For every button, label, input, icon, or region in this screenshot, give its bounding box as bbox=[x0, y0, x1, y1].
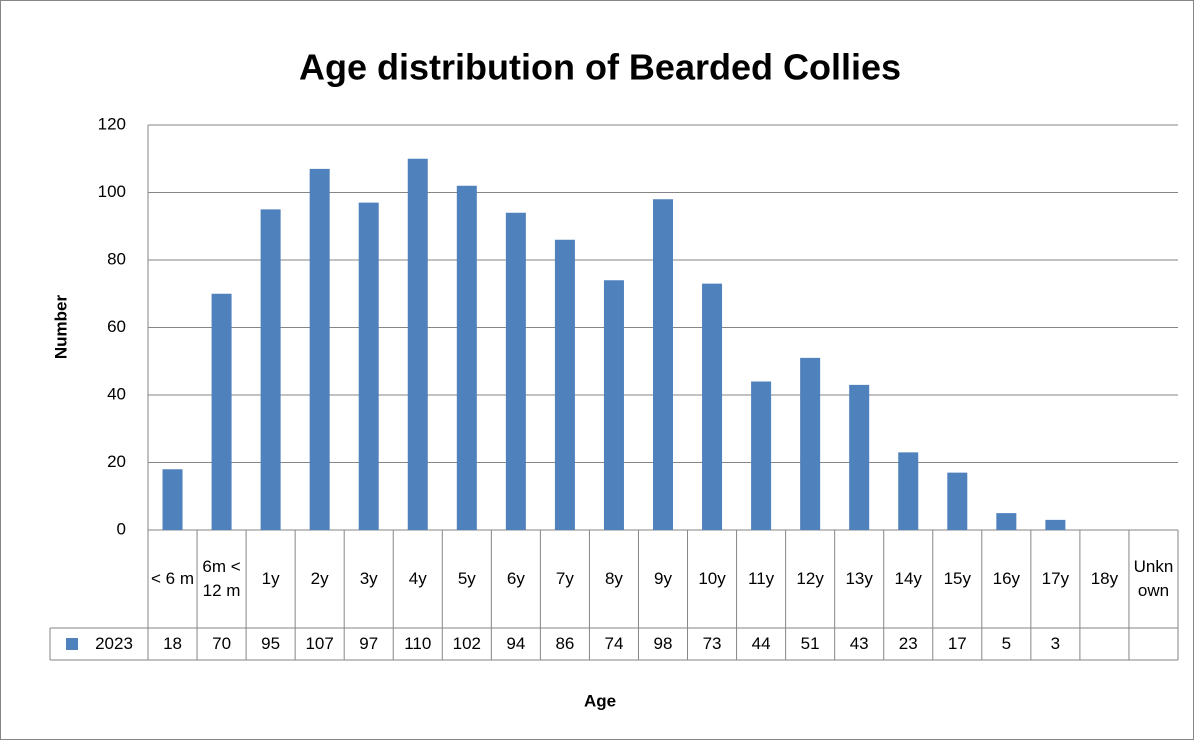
legend-label: 2023 bbox=[95, 634, 133, 653]
x-tick-label: 10y bbox=[698, 569, 726, 588]
bar bbox=[1045, 519, 1066, 530]
x-tick-label: 1y bbox=[261, 569, 280, 588]
x-tick-label: 7y bbox=[555, 569, 574, 588]
x-tick-label: 5y bbox=[457, 569, 476, 588]
table-value: 97 bbox=[359, 634, 379, 653]
y-tick-label: 100 bbox=[98, 182, 126, 201]
x-tick-label: 3y bbox=[359, 569, 378, 588]
bar bbox=[309, 168, 330, 530]
table-value: 17 bbox=[947, 634, 967, 653]
x-tick-label: 17y bbox=[1041, 569, 1070, 588]
bar bbox=[162, 469, 183, 530]
x-tick-label: 2y bbox=[310, 569, 329, 588]
table-value: 110 bbox=[404, 634, 432, 653]
table-value: 74 bbox=[604, 634, 624, 653]
bar bbox=[211, 293, 232, 530]
table-value: 95 bbox=[261, 634, 281, 653]
table-value: 43 bbox=[849, 634, 869, 653]
bar bbox=[505, 212, 526, 530]
bar bbox=[898, 452, 919, 530]
bar bbox=[751, 381, 772, 530]
chart-title: Age distribution of Bearded Collies bbox=[299, 47, 901, 88]
bar bbox=[456, 185, 477, 530]
x-tick-label: 15y bbox=[943, 569, 971, 588]
bar bbox=[996, 513, 1017, 530]
table-value: 86 bbox=[555, 634, 575, 653]
x-tick-label: 8y bbox=[604, 569, 623, 588]
x-tick-label: 16y bbox=[992, 569, 1021, 588]
x-tick-label: 18y bbox=[1090, 569, 1119, 588]
table-value: 73 bbox=[702, 634, 722, 653]
x-tick-label: 11y bbox=[748, 569, 775, 588]
x-tick-label: 4y bbox=[408, 569, 427, 588]
x-tick-label: 12y bbox=[796, 569, 824, 588]
table-value: 94 bbox=[506, 634, 526, 653]
y-tick-label: 120 bbox=[98, 114, 126, 133]
bar bbox=[554, 239, 575, 530]
x-axis-title: Age bbox=[584, 691, 616, 710]
y-tick-label: 60 bbox=[107, 317, 126, 336]
legend-key bbox=[66, 638, 78, 650]
y-tick-label: 40 bbox=[107, 384, 126, 403]
y-tick-label: 0 bbox=[117, 519, 126, 538]
table-value: 70 bbox=[212, 634, 232, 653]
table-value: 3 bbox=[1050, 634, 1061, 653]
table-value: 51 bbox=[800, 634, 820, 653]
table-value: 107 bbox=[305, 634, 334, 653]
x-tick-label: 6y bbox=[506, 569, 525, 588]
x-tick-label: 13y bbox=[845, 569, 873, 588]
bar bbox=[260, 209, 281, 530]
bar bbox=[702, 283, 723, 530]
bar bbox=[947, 472, 968, 530]
table-value bbox=[1080, 628, 1129, 660]
bar bbox=[358, 202, 379, 530]
table-value: 18 bbox=[163, 634, 182, 653]
x-tick-label: Unknown bbox=[1133, 557, 1174, 600]
table-value: 98 bbox=[653, 634, 673, 653]
table-value bbox=[1129, 628, 1178, 660]
table-value: 102 bbox=[452, 634, 481, 653]
table-value: 5 bbox=[1001, 634, 1012, 653]
x-tick-label: 6m <12 m bbox=[202, 557, 241, 600]
bar bbox=[653, 199, 673, 530]
bar bbox=[849, 384, 870, 530]
bar bbox=[407, 158, 428, 530]
y-axis-title: Number bbox=[51, 295, 70, 360]
x-tick-label: 9y bbox=[654, 569, 672, 588]
x-tick-label: 14y bbox=[894, 569, 922, 588]
bar bbox=[603, 280, 624, 530]
table-value: 44 bbox=[751, 634, 771, 653]
bar bbox=[800, 357, 821, 530]
table-value: 23 bbox=[898, 634, 918, 653]
y-tick-label: 20 bbox=[107, 452, 126, 471]
x-tick-label: < 6 m bbox=[151, 569, 195, 588]
y-tick-label: 80 bbox=[107, 249, 126, 268]
